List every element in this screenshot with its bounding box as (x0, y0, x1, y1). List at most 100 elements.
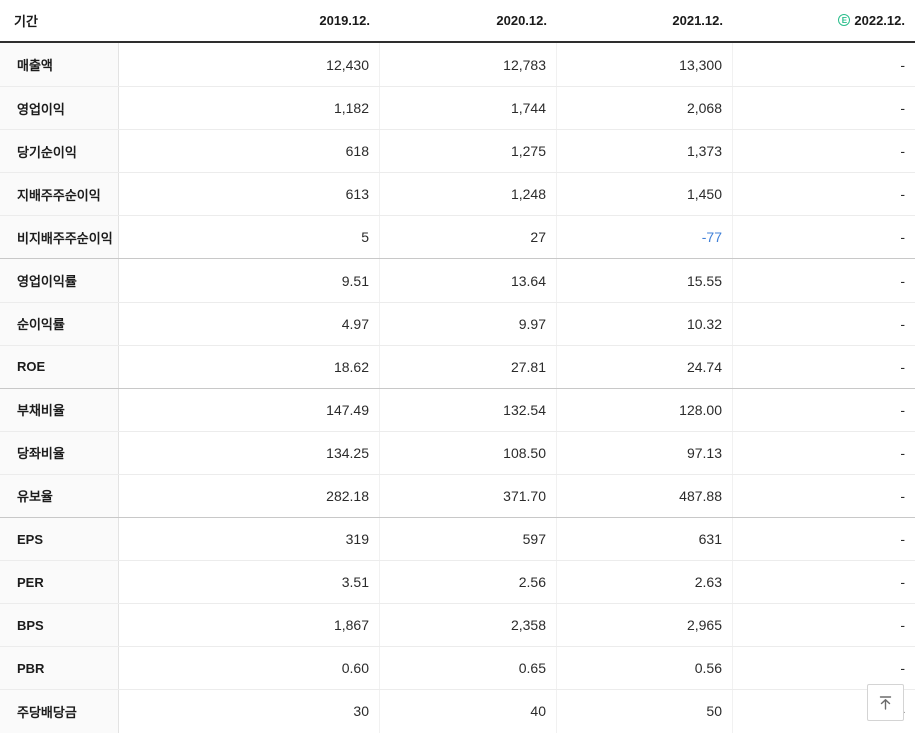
table-row: 유보율 282.18 371.70 487.88 - (0, 473, 915, 518)
row-label: ROE (0, 345, 119, 388)
value-cell: 50 (557, 690, 733, 733)
row-label: 유보율 (0, 474, 119, 518)
row-label: PBR (0, 647, 119, 690)
value-cell: - (900, 358, 905, 375)
value-cell: 1,450 (557, 173, 733, 216)
header-year-label: 2019.12. (319, 13, 370, 28)
header-year-label: 2022.12. (854, 13, 905, 28)
value-cell: 9.97 (380, 302, 557, 345)
table-body: 매출액 12,430 12,783 13,300- 영업이익 1,182 1,744 2… (0, 43, 915, 733)
value-cell: 282.18 (119, 474, 380, 518)
value-cell: 1,867 (119, 604, 380, 647)
value-cell: 0.65 (380, 647, 557, 690)
value-cell: 2,965 (557, 604, 733, 647)
value-cell: 631 (557, 518, 733, 561)
row-label: 당좌비율 (0, 431, 119, 474)
value-cell: 1,182 (119, 87, 380, 130)
value-cell: - (900, 617, 905, 634)
header-year-label: 2021.12. (672, 13, 723, 28)
value-cell: 15.55 (557, 259, 733, 302)
header-year-column: 2019.12. (119, 0, 380, 41)
value-cell: 597 (380, 518, 557, 561)
scroll-to-top-button[interactable] (867, 684, 904, 721)
value-cell: 319 (119, 518, 380, 561)
value-cell: 1,275 (380, 130, 557, 173)
value-cell: 108.50 (380, 431, 557, 474)
value-cell: 97.13 (557, 431, 733, 474)
value-cell: 134.25 (119, 431, 380, 474)
value-cell: - (900, 100, 905, 117)
table-row: 매출액 12,430 12,783 13,300 - (0, 43, 915, 87)
value-cell: 0.60 (119, 647, 380, 690)
row-label: 순이익률 (0, 302, 119, 345)
table-row: 부채비율 147.49 132.54 128.00 - (0, 387, 915, 431)
value-cell: 30 (119, 690, 380, 733)
value-cell: 2.63 (557, 561, 733, 604)
value-cell: 2,068 (557, 87, 733, 130)
value-cell: 487.88 (557, 474, 733, 518)
value-cell: 132.54 (380, 388, 557, 431)
value-cell: 4.97 (119, 302, 380, 345)
row-label: 매출액 (0, 43, 119, 87)
value-cell: - (900, 487, 905, 504)
value-cell: 2,358 (380, 604, 557, 647)
row-label: 영업이익률 (0, 259, 119, 302)
value-cell: 9.51 (119, 259, 380, 302)
value-cell: 27 (380, 216, 557, 259)
table-row: 비지배주주순이익 5 27 -77 - (0, 215, 915, 259)
value-cell: 24.74 (557, 345, 733, 388)
value-cell: 12,783 (380, 43, 557, 87)
header-year-column: 2020.12. (380, 0, 557, 41)
value-cell: - (900, 444, 905, 461)
value-cell: - (900, 660, 905, 677)
value-cell: 10.32 (557, 302, 733, 345)
row-label: BPS (0, 604, 119, 647)
estimate-icon: E (838, 13, 851, 26)
value-cell: -77 (557, 216, 733, 259)
header-period-label: 기간 (14, 14, 38, 29)
value-cell: - (900, 315, 905, 332)
value-cell: 3.51 (119, 561, 380, 604)
table-row: 영업이익 1,182 1,744 2,068 - (0, 86, 915, 130)
row-label: 지배주주순이익 (0, 173, 119, 216)
value-cell: 18.62 (119, 345, 380, 388)
table-header-row: 기간 2019.12. 2020.12. 2021.12. E 2022.12. (0, 0, 915, 43)
value-cell: - (900, 186, 905, 203)
table-row: 지배주주순이익 613 1,248 1,450 - (0, 172, 915, 216)
table-row: PER 3.51 2.56 2.63 - (0, 560, 915, 604)
table-row: BPS 1,867 2,358 2,965 - (0, 603, 915, 647)
arrow-up-to-line-icon (879, 696, 892, 710)
value-cell: 371.70 (380, 474, 557, 518)
value-cell: 1,373 (557, 130, 733, 173)
value-cell: 2.56 (380, 561, 557, 604)
header-year-column: E 2022.12. (733, 0, 915, 41)
value-cell: 27.81 (380, 345, 557, 388)
value-cell: 613 (119, 173, 380, 216)
value-cell: 13,300 (557, 43, 733, 87)
value-cell: - (900, 401, 905, 418)
value-cell: 12,430 (119, 43, 380, 87)
table-row: EPS 319 597 631 - (0, 517, 915, 561)
table-row: 순이익률 4.97 9.97 10.32 - (0, 301, 915, 345)
table-row: 당기순이익 618 1,275 1,373 - (0, 129, 915, 173)
table-row: 영업이익률 9.51 13.64 15.55 - (0, 258, 915, 302)
value-cell: - (900, 272, 905, 289)
value-cell: - (900, 56, 905, 73)
value-cell: - (900, 531, 905, 548)
value-cell: 1,744 (380, 87, 557, 130)
value-cell: 0.56 (557, 647, 733, 690)
value-cell: 1,248 (380, 173, 557, 216)
table-row: ROE 18.62 27.81 24.74 - (0, 344, 915, 388)
row-label: PER (0, 561, 119, 604)
value-cell: 147.49 (119, 388, 380, 431)
value-cell: - (900, 574, 905, 591)
row-label: 부채비율 (0, 388, 119, 431)
row-label: 주당배당금 (0, 690, 119, 733)
row-label: 비지배주주순이익 (0, 216, 119, 259)
value-cell: 13.64 (380, 259, 557, 302)
value-cell: 40 (380, 690, 557, 733)
row-label: EPS (0, 518, 119, 561)
